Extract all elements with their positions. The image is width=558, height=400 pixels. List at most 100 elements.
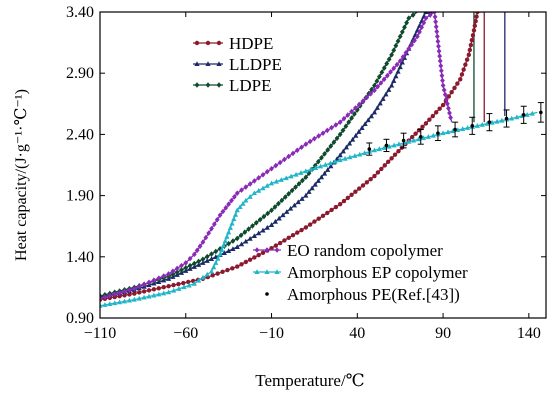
data-point	[459, 72, 465, 77]
data-point	[161, 285, 166, 290]
data-point	[156, 286, 162, 291]
data-point	[357, 186, 362, 191]
data-point	[418, 135, 423, 139]
data-point	[521, 113, 526, 117]
data-point	[243, 259, 249, 265]
data-point	[509, 115, 515, 121]
data-point	[345, 195, 350, 201]
data-point	[299, 196, 305, 201]
data-point	[226, 240, 232, 247]
data-point	[356, 129, 362, 134]
data-point	[217, 251, 223, 257]
data-point	[166, 283, 171, 289]
data-point	[386, 87, 392, 92]
data-point	[367, 147, 372, 151]
data-point	[437, 58, 443, 64]
data-point	[341, 198, 347, 204]
data-point	[146, 293, 152, 299]
data-point	[217, 246, 223, 252]
y-tick-label: 1.90	[66, 188, 94, 205]
legend-marker	[265, 292, 269, 296]
data-point	[226, 229, 232, 235]
data-point	[208, 268, 215, 274]
data-point	[213, 260, 219, 265]
data-point	[364, 180, 370, 185]
data-point	[117, 290, 123, 296]
data-point	[277, 159, 283, 166]
data-point	[349, 108, 354, 115]
data-point	[308, 166, 314, 172]
data-point	[447, 110, 452, 116]
data-point	[455, 127, 461, 133]
data-point	[464, 125, 471, 130]
data-point	[484, 120, 490, 126]
data-point	[208, 256, 215, 261]
data-point	[436, 43, 441, 50]
data-point	[420, 135, 427, 141]
data-point	[419, 24, 425, 31]
data-point	[211, 221, 217, 227]
data-point	[524, 112, 530, 117]
data-point	[434, 33, 440, 40]
data-point	[421, 19, 427, 26]
data-point	[187, 266, 193, 271]
data-point	[166, 271, 172, 277]
data-point	[468, 42, 474, 48]
data-point	[179, 262, 184, 269]
legend-marker	[254, 247, 260, 253]
legend-label: LLDPE	[229, 55, 282, 74]
data-point	[293, 171, 299, 177]
data-point	[272, 218, 278, 224]
data-point	[378, 80, 384, 86]
y-axis-ticks: 0.90 1.40 1.90 2.40 2.90 3.40	[66, 4, 546, 327]
data-point	[200, 239, 206, 245]
data-point	[427, 12, 433, 18]
data-point	[443, 96, 449, 103]
data-point	[260, 185, 266, 191]
data-point	[337, 201, 343, 207]
data-point	[444, 101, 450, 107]
data-point	[397, 58, 403, 64]
data-point	[238, 241, 245, 247]
data-point	[181, 284, 187, 290]
data-point	[440, 77, 445, 84]
data-point	[380, 96, 386, 101]
data-point	[174, 269, 180, 275]
data-point	[504, 116, 509, 121]
data-point	[183, 260, 189, 266]
data-point	[136, 283, 142, 290]
x-tick-label: −10	[259, 325, 284, 342]
data-point	[293, 184, 298, 190]
data-point	[529, 110, 535, 116]
data-point	[141, 289, 147, 294]
legend-marker	[205, 61, 211, 66]
data-point	[278, 177, 284, 182]
data-point	[303, 225, 309, 230]
data-point	[251, 178, 257, 184]
data-point	[238, 232, 244, 239]
data-point	[439, 72, 445, 79]
data-point	[273, 178, 280, 184]
data-point	[479, 121, 485, 127]
data-point	[299, 227, 304, 233]
data-point	[151, 287, 157, 292]
data-point	[273, 243, 279, 248]
data-point	[239, 262, 244, 267]
legend-entry: Amorphous PE(Ref.[43])	[265, 285, 460, 304]
data-point	[156, 291, 162, 297]
data-point	[347, 154, 353, 160]
data-point	[253, 220, 259, 226]
data-point	[436, 48, 442, 54]
data-point	[315, 158, 321, 165]
data-point	[453, 127, 457, 132]
legend-marker	[194, 61, 200, 66]
data-point	[320, 213, 326, 218]
data-point	[290, 233, 296, 238]
data-point	[413, 131, 418, 136]
data-point	[334, 135, 340, 142]
data-point	[100, 302, 103, 308]
data-point	[377, 100, 383, 106]
data-point	[187, 262, 193, 269]
x-tick-label: −60	[173, 325, 198, 342]
data-point	[312, 181, 318, 187]
